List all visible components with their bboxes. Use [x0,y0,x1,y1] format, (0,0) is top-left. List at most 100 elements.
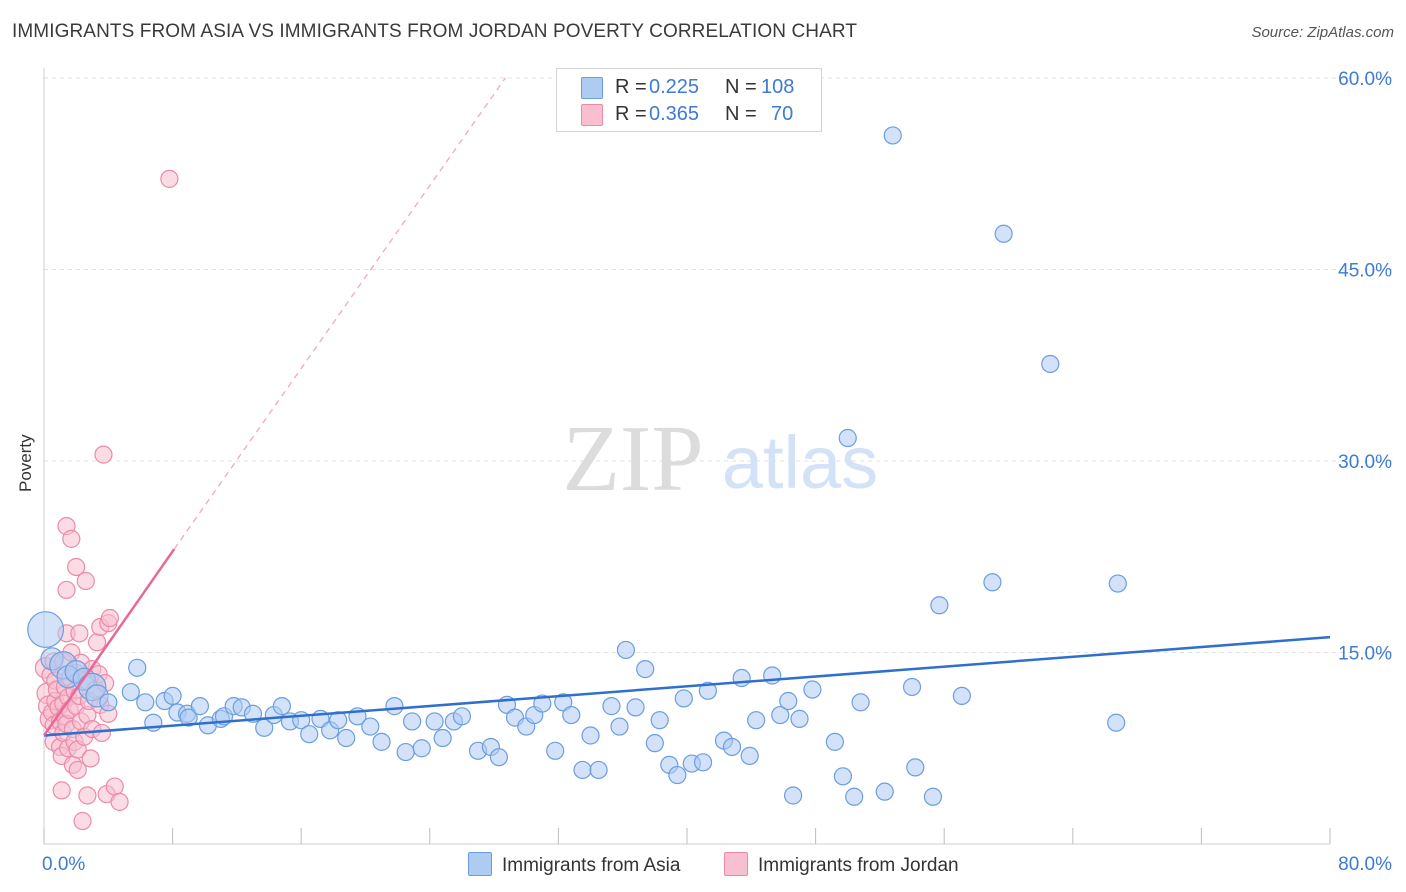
asia-point [722,737,742,757]
asia-point [602,697,621,716]
asia-n-value: 108 [761,76,795,98]
asia-point [163,686,182,706]
asia-point [790,709,809,728]
x-tick-label-min: 0.0% [42,854,85,875]
jordan-point [92,723,111,743]
asia-point [396,742,415,762]
bottom-legend-asia: Immigrants from Asia [468,852,680,876]
asia-point [300,725,319,744]
asia-point [581,726,600,745]
jordan-swatch [581,104,603,126]
asia-point [533,694,552,713]
jordan-point [68,760,87,780]
asia-point [1107,713,1126,732]
asia-point [771,705,790,725]
jordan-point [70,624,89,643]
asia-point [27,611,65,648]
jordan-point [160,169,179,188]
asia-point [636,659,655,679]
jordan-trend-extension [173,77,506,550]
asia-point [121,682,140,702]
jordan-point [76,571,95,591]
asia-point [923,787,943,806]
tick-labels: 15.0% 30.0% 45.0% 60.0% 0.0% 80.0% [42,69,1392,875]
asia-point [983,573,1002,592]
jordan-point [87,633,107,652]
jordan-r-value: 0.365 [649,103,700,125]
asia-point [452,707,472,726]
asia-point [838,428,857,448]
asia-point [329,711,348,730]
asia-r-value: 0.225 [649,76,700,98]
asia-point [1108,574,1127,593]
asia-swatch [581,77,603,99]
jordan-n-label: N = [725,103,757,125]
asia-point [779,691,798,711]
asia-point [99,693,118,712]
asia-point [626,698,645,717]
asia-point [372,732,391,751]
asia-point [902,677,922,697]
watermark-zip: ZIP [563,407,704,511]
asia-point [645,734,664,753]
source-label: Source: ZipAtlas.com [1251,24,1394,41]
jordan-point [78,786,97,805]
asia-point [732,668,751,688]
jordan-point [52,781,71,800]
asia-point [589,760,608,780]
jordan-point [100,608,120,628]
y-tick-label: 45.0% [1338,261,1392,282]
chart-title: IMMIGRANTS FROM ASIA VS IMMIGRANTS FROM … [12,21,858,42]
y-tick-label: 30.0% [1338,452,1392,473]
asia-point [883,126,902,145]
asia-point [562,705,581,725]
asia-n-label: N = [725,76,757,98]
jordan-point [105,777,124,796]
asia-point [573,760,592,780]
asia-point [906,758,925,777]
asia-point [668,765,687,785]
asia-point [747,711,766,730]
jordan-n-value: 70 [771,103,794,125]
asia-point [803,680,822,699]
y-tick-label: 60.0% [1338,69,1392,90]
jordan-point [67,557,86,577]
bottom-jordan-swatch [724,852,748,876]
asia-point [616,640,636,660]
jordan-point [62,529,81,548]
asia-point [128,658,147,677]
asia-point [650,711,669,730]
bottom-asia-label: Immigrants from Asia [502,855,681,876]
asia-point [337,728,356,748]
asia-point [783,786,803,805]
asia-point [740,746,759,766]
asia-point [930,596,949,615]
jordan-point [110,792,129,811]
y-tick-label: 15.0% [1338,644,1392,665]
asia-point [845,787,864,806]
asia-point [425,712,444,731]
trend-lines [42,77,1331,737]
asia-point [412,739,431,758]
asia-point [385,697,404,716]
asia-trend-line [43,635,1331,737]
jordan-point [94,445,113,464]
asia-point [674,689,693,708]
asia-point [179,708,198,727]
asia-point [875,782,894,801]
asia-point [136,693,155,712]
asia-point [952,686,971,706]
asia-point [272,697,292,716]
bottom-jordan-label: Immigrants from Jordan [758,855,959,876]
bottom-asia-swatch [468,852,492,876]
asia-r-label: R = [615,76,647,98]
asia-point [433,728,452,748]
bottom-legend-jordan: Immigrants from Jordan [724,852,959,876]
asia-point [1041,354,1060,374]
asia-point [190,697,210,716]
asia-point [610,717,629,736]
grid-lines [44,77,1392,653]
asia-point [403,712,422,731]
jordan-point [81,749,100,768]
